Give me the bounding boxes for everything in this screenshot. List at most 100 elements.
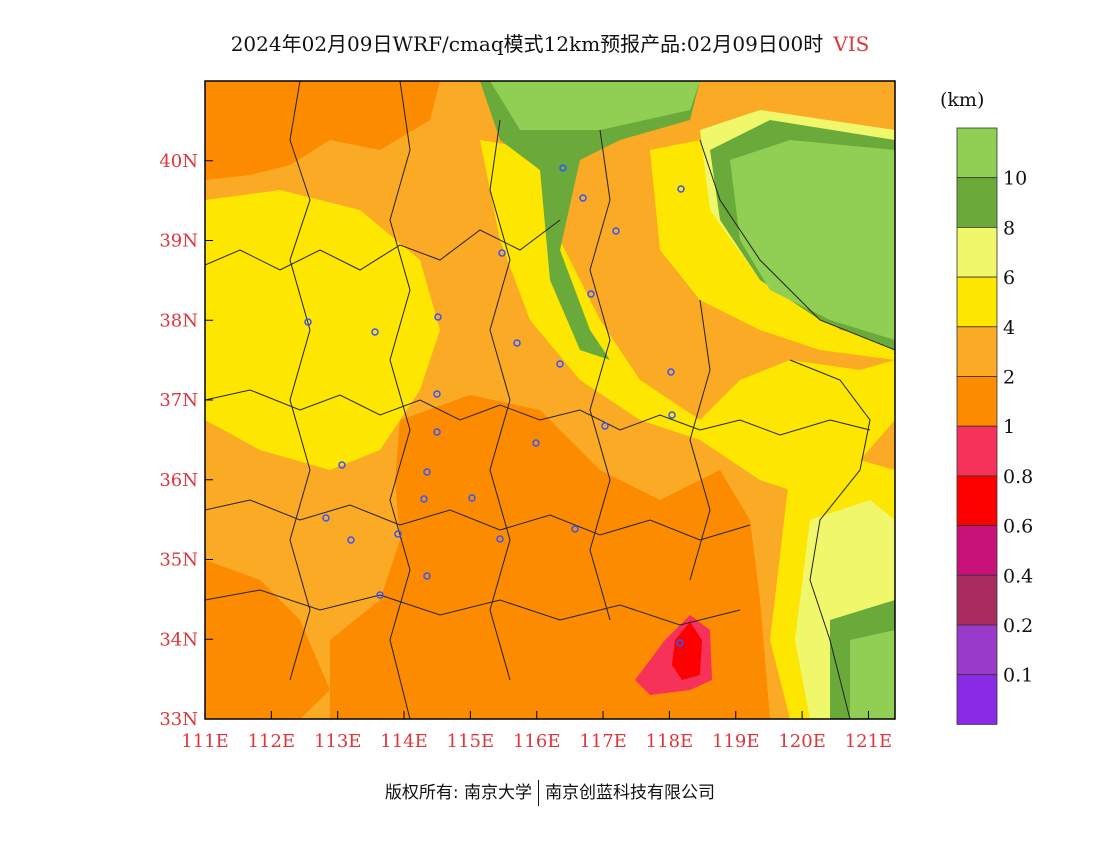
boundary-line — [389, 81, 411, 719]
city-marker — [420, 495, 428, 503]
colorbar-swatch — [956, 376, 998, 427]
field-region-yellow-west — [205, 190, 440, 470]
field-region-orange-sw — [205, 560, 330, 719]
field-region-light-green-bohai — [730, 140, 895, 340]
city-marker — [376, 591, 384, 599]
visibility-field — [205, 81, 895, 719]
y-tick-label: 37N — [159, 390, 198, 411]
field-region-orange-center — [330, 395, 770, 719]
y-tick-label: 39N — [159, 231, 198, 252]
field-region-light-green-sea — [850, 630, 895, 719]
admin-boundaries — [205, 81, 895, 719]
colorbar-level-label: 6 — [1003, 267, 1015, 289]
boundary-line — [205, 389, 871, 436]
colorbar-level-label: 1 — [1003, 416, 1015, 438]
city-marker — [394, 530, 402, 538]
field-region-light-green-north — [490, 81, 700, 130]
coastline — [699, 139, 895, 351]
city-marker — [423, 572, 431, 580]
colorbar-swatch — [956, 425, 998, 477]
x-tick-label: 117E — [579, 731, 627, 752]
boundary-line — [205, 499, 751, 541]
x-tick-label: 114E — [380, 731, 428, 752]
boundary-line — [589, 129, 611, 621]
x-tick-label: 120E — [778, 731, 826, 752]
city-marker — [304, 318, 312, 326]
colorbar-unit: (km) — [940, 89, 985, 111]
colorbar-swatch — [956, 127, 998, 179]
colorbar: 10 8 6 4 2 1 0.8 0.6 0.4 0.2 0.1 — [956, 127, 1033, 725]
field-region-yellow-north — [480, 140, 895, 500]
boundary-line — [205, 589, 741, 626]
x-tick-label: 118E — [646, 731, 694, 752]
colorbar-swatch — [956, 177, 998, 228]
city-marker — [434, 313, 442, 321]
city-marker — [322, 514, 330, 522]
colorbar-level-label: 2 — [1003, 367, 1015, 389]
x-tick-label: 112E — [248, 731, 296, 752]
city-marker — [601, 422, 609, 430]
city-marker — [468, 494, 476, 502]
colorbar-level-label: 4 — [1003, 317, 1015, 339]
copyright-footer: 版权所有: 南京大学 南京创蓝科技有限公司 — [0, 778, 1100, 806]
city-marker — [371, 328, 379, 336]
y-tick-label: 36N — [159, 470, 198, 491]
city-marker — [579, 194, 587, 202]
city-marker — [338, 461, 346, 469]
colorbar-swatch — [956, 674, 998, 725]
y-tick-label: 35N — [159, 550, 198, 571]
city-marker — [667, 368, 675, 376]
colorbar-level-label: 0.1 — [1003, 665, 1033, 687]
city-marker — [498, 249, 506, 257]
city-marker — [347, 536, 355, 544]
colorbar-swatch — [956, 276, 998, 328]
colorbar-level-label: 0.2 — [1003, 615, 1033, 637]
city-marker — [571, 525, 579, 533]
city-marker — [612, 227, 620, 235]
map-title: 2024年02月09日WRF/cmaq模式12km预报产品:02月09日00时 V… — [0, 28, 1100, 57]
variable-label: VIS — [833, 32, 870, 56]
footer-separator — [538, 780, 540, 806]
city-marker — [556, 360, 564, 368]
y-tick-label: 38N — [159, 310, 198, 331]
boundary-line — [489, 119, 511, 681]
colorbar-level-label: 10 — [1003, 168, 1027, 190]
boundary-line — [205, 219, 561, 271]
x-tick-label: 121E — [845, 731, 893, 752]
city-marker — [668, 411, 676, 419]
colorbar-swatch — [956, 226, 998, 278]
city-marker — [559, 164, 567, 172]
boundary-line — [689, 299, 711, 581]
colorbar-swatch — [956, 525, 998, 576]
colorbar-swatch — [956, 574, 998, 626]
colorbar-swatch — [956, 326, 998, 377]
copyright-right: 南京创蓝科技有限公司 — [545, 783, 716, 803]
colorbar-level-label: 8 — [1003, 217, 1015, 239]
field-region-deep-red-low-vis — [672, 622, 702, 680]
y-tick-label: 40N — [159, 151, 198, 172]
coastline — [789, 359, 871, 719]
city-marker — [423, 468, 431, 476]
city-marker — [513, 339, 521, 347]
x-tick-label: 116E — [513, 731, 561, 752]
x-axis: 111E 112E 113E 114E 115E 116E 117E 118E 119E 120E… — [181, 711, 892, 752]
y-tick-label: 33N — [159, 709, 198, 730]
field-region-orange-nw — [205, 81, 440, 180]
y-axis: 33N 34N 35N 36N 37N 38N 39N 40N — [159, 151, 213, 730]
x-tick-label: 111E — [181, 731, 229, 752]
city-marker — [496, 535, 504, 543]
city-markers — [304, 164, 685, 647]
city-marker — [676, 639, 684, 647]
x-tick-label: 119E — [712, 731, 760, 752]
city-marker — [677, 185, 685, 193]
city-marker — [532, 439, 540, 447]
x-tick-label: 115E — [447, 731, 495, 752]
y-tick-label: 34N — [159, 629, 198, 650]
field-region-green-n — [480, 81, 700, 360]
boundary-line — [289, 81, 311, 681]
city-marker — [433, 428, 441, 436]
colorbar-level-label: 0.8 — [1003, 466, 1033, 488]
colorbar-swatch — [956, 475, 998, 526]
copyright-left: 版权所有: 南京大学 — [384, 783, 533, 803]
